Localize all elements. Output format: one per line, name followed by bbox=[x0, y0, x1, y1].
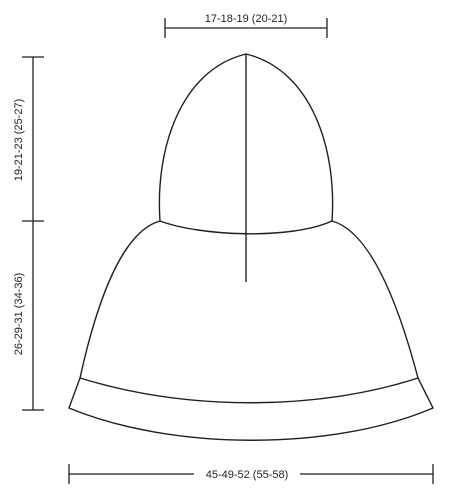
body-height-label: 26-29-31 (34-36) bbox=[13, 273, 25, 356]
body-height-label-bg bbox=[10, 262, 27, 366]
hood-height-label-bg bbox=[10, 88, 27, 192]
top-width-dimension: 17-18-19 (20-21) bbox=[164, 10, 328, 38]
neckline bbox=[159, 220, 333, 235]
bottom-border-line bbox=[79, 377, 419, 404]
body-outline bbox=[68, 220, 434, 441]
top-width-label: 17-18-19 (20-21) bbox=[205, 13, 288, 25]
bottom-width-label-bg bbox=[194, 466, 300, 482]
height-dimension: 19-21-23 (25-27) 26-29-31 (34-36) bbox=[10, 56, 44, 411]
bottom-width-label: 45-49-52 (55-58) bbox=[206, 469, 289, 481]
top-width-label-bg bbox=[194, 10, 298, 26]
bottom-width-dimension: 45-49-52 (55-58) bbox=[68, 464, 434, 484]
hood-height-label: 19-21-23 (25-27) bbox=[13, 99, 25, 182]
